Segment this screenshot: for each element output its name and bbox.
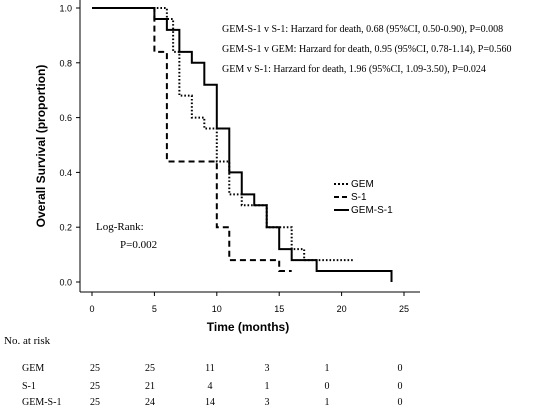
logrank-p: P=0.002 — [120, 239, 157, 251]
series-layer — [92, 7, 393, 282]
risk-row-label: GEM-S-1 — [22, 397, 61, 408]
legend: GEM S-1 GEM-S-1 — [334, 179, 393, 216]
risk-cell: 24 — [145, 397, 155, 408]
risk-cell: 25 — [90, 397, 100, 408]
y-tick-label: 1.0 — [59, 4, 72, 14]
risk-cell: 0 — [325, 381, 330, 392]
y-axis-title: Overall Survival (proportion) — [34, 65, 48, 228]
y-tick-label: 0.0 — [59, 278, 72, 288]
risk-cell: 1 — [325, 397, 330, 408]
annotation-3: GEM v S-1: Harzard for death, 1.96 (95%C… — [222, 64, 486, 75]
x-axis-title: Time (months) — [207, 320, 289, 334]
series-gem — [92, 7, 355, 262]
risk-table: No. at risk GEM 25 25 11 3 1 0 S-1 25 21 4 1 0 0 GEM-S… — [4, 335, 403, 408]
risk-row-label: GEM — [22, 363, 44, 374]
x-ticks: 0 5 10 15 20 25 — [89, 292, 409, 314]
risk-cell: 25 — [90, 381, 100, 392]
risk-cell: 3 — [265, 363, 270, 374]
y-tick-label: 0.4 — [59, 168, 72, 178]
x-tick-label: 15 — [274, 304, 284, 314]
risk-cell: 25 — [90, 363, 100, 374]
legend-label-s1: S-1 — [351, 192, 367, 203]
risk-table-title: No. at risk — [4, 335, 51, 347]
x-tick-label: 10 — [212, 304, 222, 314]
series-gem-s-1 — [92, 7, 393, 282]
risk-cell: 3 — [265, 397, 270, 408]
x-tick-label: 5 — [152, 304, 157, 314]
legend-label-gem: GEM — [351, 179, 374, 190]
series-s-1 — [92, 7, 292, 273]
y-ticks: 0.0 0.2 0.4 0.6 0.8 1.0 — [59, 4, 80, 288]
risk-cell: 0 — [398, 397, 403, 408]
y-tick-label: 0.8 — [59, 58, 72, 68]
logrank-label: Log-Rank: — [96, 221, 144, 233]
risk-row-label: S-1 — [22, 381, 36, 392]
annotation-1: GEM-S-1 v S-1: Harzard for death, 0.68 (… — [222, 24, 503, 35]
risk-cell: 0 — [398, 363, 403, 374]
risk-cell: 25 — [145, 363, 155, 374]
risk-cell: 0 — [398, 381, 403, 392]
x-tick-label: 20 — [337, 304, 347, 314]
risk-cell: 21 — [145, 381, 155, 392]
legend-label-gem-s1: GEM-S-1 — [351, 205, 393, 216]
risk-cell: 4 — [208, 381, 213, 392]
risk-cell: 1 — [265, 381, 270, 392]
risk-cell: 1 — [325, 363, 330, 374]
annotation-2: GEM-S-1 v GEM: Harzard for death, 0.95 (… — [222, 44, 511, 55]
y-tick-label: 0.6 — [59, 113, 72, 123]
x-tick-label: 25 — [399, 304, 409, 314]
y-tick-label: 0.2 — [59, 223, 72, 233]
x-tick-label: 0 — [89, 304, 94, 314]
risk-cell: 14 — [205, 397, 215, 408]
risk-cell: 11 — [205, 363, 215, 374]
